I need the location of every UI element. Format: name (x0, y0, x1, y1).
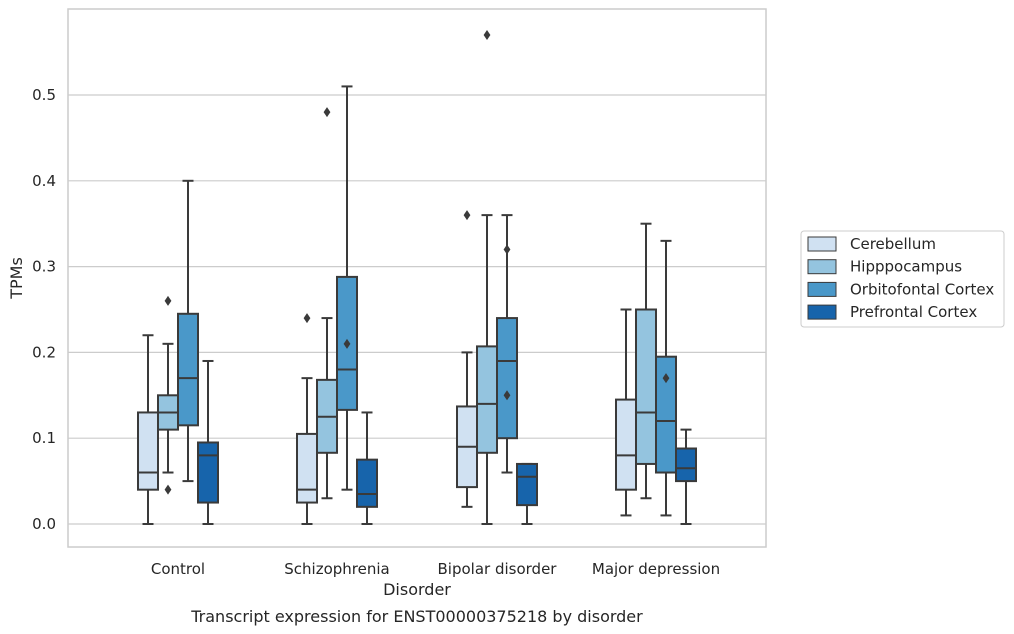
box-iqr (516, 462, 538, 507)
box-orbitofontal-cortex (496, 214, 518, 474)
box-iqr (675, 447, 697, 483)
outlier-marker (463, 210, 471, 221)
outlier-marker (483, 29, 491, 40)
box-hipppocampus (635, 222, 657, 500)
legend-swatch (807, 304, 837, 320)
box-prefrontal-cortex (356, 411, 378, 525)
legend-swatch (807, 259, 837, 275)
box-prefrontal-cortex (197, 359, 219, 525)
box-iqr (496, 317, 518, 440)
x-tick-label: Major depression (592, 560, 720, 578)
legend-swatch (807, 281, 837, 297)
legend: Cerebellum Hipppocampus Orbitofontal Corte… (800, 230, 1005, 328)
box-cerebellum (456, 210, 478, 508)
box-iqr (476, 345, 498, 454)
x-tick-label: Schizophrenia (284, 560, 389, 578)
outlier-marker (662, 373, 670, 384)
y-axis-label: TPMs (7, 257, 26, 300)
box-hipppocampus (476, 29, 498, 525)
box-iqr (177, 312, 199, 427)
box-orbitofontal-cortex (655, 239, 677, 517)
box-iqr (615, 398, 637, 491)
outlier-marker (343, 338, 351, 349)
box-orbitofontal-cortex (177, 179, 199, 483)
box-iqr (197, 441, 219, 504)
x-tick-label: Bipolar disorder (438, 560, 558, 578)
box-iqr (655, 355, 677, 474)
chart-caption: Transcript expression for ENST0000037521… (190, 607, 643, 626)
y-tick-labels: 0.0 0.1 0.2 0.3 0.4 0.5 (32, 86, 56, 533)
box-cerebellum (296, 313, 318, 525)
legend-label: Cerebellum (850, 235, 936, 253)
box-iqr (137, 411, 159, 491)
legend-frame (800, 230, 1005, 328)
legend-label: Orbitofontal Cortex (850, 280, 994, 298)
y-tick-label: 0.3 (32, 258, 56, 276)
box-hipppocampus (157, 295, 179, 495)
box-cerebellum (137, 334, 159, 525)
x-axis-label: Disorder (383, 580, 451, 599)
legend-label: Prefrontal Cortex (850, 303, 977, 321)
outlier-marker (503, 390, 511, 401)
box-iqr (635, 308, 657, 465)
box-prefrontal-cortex (675, 428, 697, 525)
box-prefrontal-cortex (516, 462, 538, 525)
outlier-marker (503, 244, 511, 255)
outlier-marker (323, 107, 331, 118)
outlier-marker (303, 313, 311, 324)
y-tick-label: 0.1 (32, 429, 56, 447)
x-tick-label: Control (151, 560, 205, 578)
y-tick-label: 0.0 (32, 515, 56, 533)
box-orbitofontal-cortex (336, 85, 358, 491)
y-tick-label: 0.4 (32, 172, 56, 190)
x-tick-labels: Control Schizophrenia Bipolar disorder Majo… (151, 560, 720, 578)
box-iqr (356, 458, 378, 508)
legend-label: Hipppocampus (850, 258, 962, 276)
boxes (137, 29, 697, 525)
box-cerebellum (615, 308, 637, 517)
legend-swatch (807, 236, 837, 252)
plot-frame (67, 8, 767, 548)
outlier-marker (164, 484, 172, 495)
box-hipppocampus (316, 107, 338, 500)
y-tick-label: 0.2 (32, 343, 56, 361)
y-tick-label: 0.5 (32, 86, 56, 104)
box-iqr (296, 432, 318, 504)
outlier-marker (164, 295, 172, 306)
